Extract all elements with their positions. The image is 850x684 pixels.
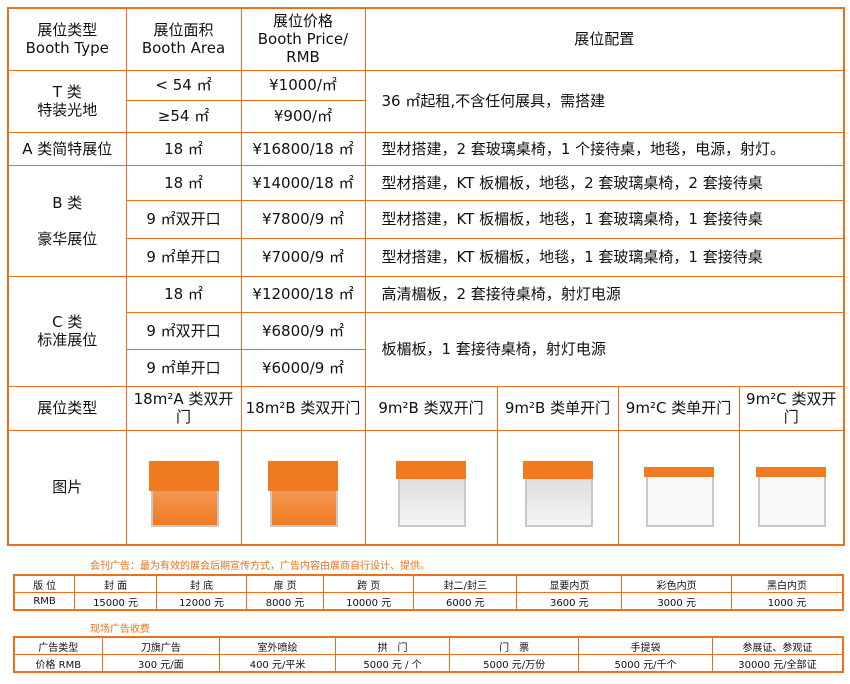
c3-price: ¥6000/9 ㎡ xyxy=(240,348,366,387)
c1-price: ¥12000/18 ㎡ xyxy=(240,275,366,313)
type-0: 18m²A 类双开门 xyxy=(125,385,242,431)
onsite-header-cell: 拱 门 xyxy=(334,636,451,655)
onsite-value-cell: 价格 RMB xyxy=(13,654,103,673)
onsite-ad-note: 现场广告收费 xyxy=(90,624,150,635)
t2-area: ≥54 ㎡ xyxy=(125,99,242,133)
journal-header-cell: 封 面 xyxy=(74,574,158,593)
journal-header-cell: 封二/封三 xyxy=(413,574,518,593)
header-type: 展位类型 Booth Type xyxy=(7,7,127,71)
onsite-value-cell: 300 元/面 xyxy=(101,654,221,673)
onsite-value-cell: 5000 元/万份 xyxy=(449,654,580,673)
c2-area: 9 ㎡双开口 xyxy=(125,311,242,350)
booth-image-c-9-single xyxy=(636,447,722,528)
journal-value-cell: 3000 元 xyxy=(621,592,733,611)
c-label: C 类 标准展位 xyxy=(7,275,127,387)
b2-price: ¥7800/9 ㎡ xyxy=(240,199,366,239)
journal-value-cell: 3600 元 xyxy=(516,592,623,611)
booth-image-b-9-double xyxy=(388,447,474,528)
journal-value-cell: 10000 元 xyxy=(323,592,415,611)
onsite-ad-table: 广告类型 刀旗广告 室外喷绘拱 门门 票手提袋 参展证、参观证价格 RMB 300 元/… xyxy=(13,636,844,673)
b1-config: 型材搭建，KT 板楣板，地毯，2 套玻璃桌椅，2 套接待桌 xyxy=(364,164,845,201)
journal-header-cell: 封 底 xyxy=(156,574,248,593)
journal-header-cell: 扉 页 xyxy=(246,574,325,593)
c1-config: 高清楣板，2 套接待桌椅，射灯电源 xyxy=(364,275,845,313)
booth-image-c-9-double xyxy=(748,447,834,528)
onsite-value-cell: 400 元/平米 xyxy=(219,654,336,673)
b2-area: 9 ㎡双开口 xyxy=(125,199,242,239)
t-config: 36 ㎡起租,不含任何展具，需搭建 xyxy=(364,69,845,133)
onsite-header-cell: 广告类型 xyxy=(13,636,103,655)
journal-header-cell: 跨 页 xyxy=(323,574,415,593)
type-1: 18m²B 类双开门 xyxy=(240,385,366,431)
header-config: 展位配置 xyxy=(364,7,845,71)
onsite-header-cell: 参展证、参观证 xyxy=(711,636,844,655)
c3-area: 9 ㎡单开口 xyxy=(125,348,242,387)
header-price: 展位价格 Booth Price/ RMB xyxy=(240,7,366,71)
journal-ad-note: 会刊广告：最为有效的展会后期宣传方式，广告内容由展商自行设计、提供。 xyxy=(90,561,430,572)
booth-image-b-18 xyxy=(260,447,346,528)
journal-header-cell: 彩色内页 xyxy=(621,574,733,593)
journal-value-cell: RMB xyxy=(13,592,76,611)
b3-price: ¥7000/9 ㎡ xyxy=(240,237,366,277)
journal-value-cell: 8000 元 xyxy=(246,592,325,611)
c23-config: 板楣板，1 套接待桌椅，射灯电源 xyxy=(364,311,845,387)
journal-header-cell: 显要内页 xyxy=(516,574,623,593)
onsite-header-cell: 手提袋 xyxy=(578,636,713,655)
t-label: T 类 特装光地 xyxy=(7,69,127,133)
onsite-header-cell: 刀旗广告 xyxy=(101,636,221,655)
c2-price: ¥6800/9 ㎡ xyxy=(240,311,366,350)
a-area: 18 ㎡ xyxy=(125,131,242,166)
pictures-label: 图片 xyxy=(7,429,127,546)
b3-area: 9 ㎡单开口 xyxy=(125,237,242,277)
journal-value-cell: 12000 元 xyxy=(156,592,248,611)
b1-area: 18 ㎡ xyxy=(125,164,242,201)
types-label: 展位类型 xyxy=(7,385,127,431)
onsite-header-cell: 室外喷绘 xyxy=(219,636,336,655)
b-label: B 类 豪华展位 xyxy=(7,164,127,277)
journal-value-cell: 15000 元 xyxy=(74,592,158,611)
a-config: 型材搭建，2 套玻璃桌椅，1 个接待桌，地毯，电源，射灯。 xyxy=(364,131,845,166)
t1-price: ¥1000/㎡ xyxy=(240,69,366,101)
onsite-value-cell: 30000 元/全部证 xyxy=(711,654,844,673)
t1-area: < 54 ㎡ xyxy=(125,69,242,101)
onsite-value-cell: 5000 元/千个 xyxy=(578,654,713,673)
booth-image-a-18 xyxy=(141,447,227,528)
type-2: 9m²B 类双开门 xyxy=(364,385,498,431)
b1-price: ¥14000/18 ㎡ xyxy=(240,164,366,201)
booth-image-b-9-single xyxy=(515,447,601,528)
onsite-header-cell: 门 票 xyxy=(449,636,580,655)
journal-header-cell: 黑白内页 xyxy=(731,574,844,593)
type-5: 9m²C 类双开门 xyxy=(738,385,845,431)
journal-header-cell: 版 位 xyxy=(13,574,76,593)
b2-config: 型材搭建，KT 板楣板，地毯，1 套玻璃桌椅，1 套接待桌 xyxy=(364,199,845,239)
journal-value-cell: 1000 元 xyxy=(731,592,844,611)
booth-price-table: 展位类型 Booth Type 展位面积 Booth Area 展位价格 Booth… xyxy=(7,7,846,546)
type-3: 9m²B 类单开门 xyxy=(496,385,619,431)
journal-value-cell: 6000 元 xyxy=(413,592,518,611)
a-price: ¥16800/18 ㎡ xyxy=(240,131,366,166)
b3-config: 型材搭建，KT 板楣板，地毯，1 套玻璃桌椅，1 套接待桌 xyxy=(364,237,845,277)
t2-price: ¥900/㎡ xyxy=(240,99,366,133)
header-area: 展位面积 Booth Area xyxy=(125,7,242,71)
c1-area: 18 ㎡ xyxy=(125,275,242,313)
a-label: A 类简特展位 xyxy=(7,131,127,166)
onsite-value-cell: 5000 元 / 个 xyxy=(334,654,451,673)
journal-ad-table: 版 位封 面封 底扉 页跨 页封二/封三 显要内页 彩色内页 黑白内页 RMB 15000… xyxy=(13,574,844,611)
type-4: 9m²C 类单开门 xyxy=(617,385,740,431)
